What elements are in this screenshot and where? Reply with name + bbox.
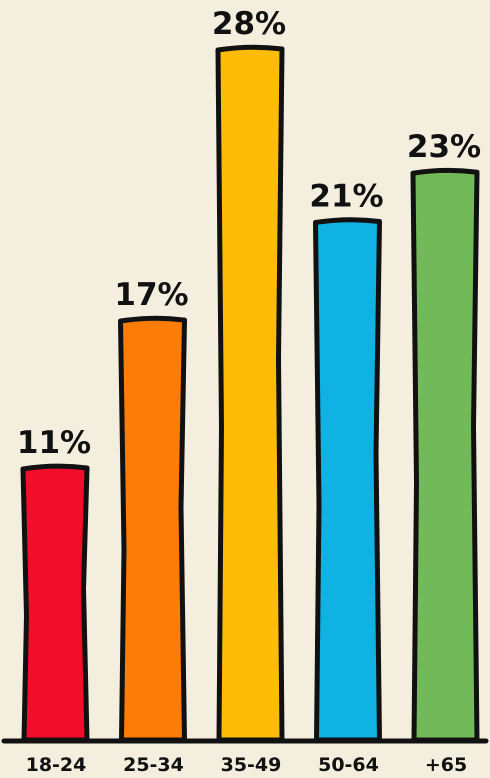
category-label-25-34: 25-34 [123, 754, 184, 776]
value-label-35-49: 28% [212, 6, 286, 42]
bars-group [20, 44, 480, 743]
value-label-50-64: 21% [309, 179, 383, 215]
bar-65 [410, 167, 480, 743]
bar-18-24 [20, 463, 90, 743]
value-label-65: 23% [407, 129, 481, 165]
category-label-35-49: 35-49 [221, 754, 282, 776]
category-label-18-24: 18-24 [26, 754, 87, 776]
value-label-25-34: 17% [114, 277, 188, 313]
value-label-18-24: 11% [17, 425, 91, 461]
value-labels-group: 11% 17% 28% 21% 23% [17, 6, 481, 461]
category-label-65: +65 [425, 754, 467, 776]
bar-25-34 [118, 315, 187, 743]
bar-35-49 [215, 44, 285, 743]
bar-50-64 [313, 217, 382, 743]
category-labels-group: 18-24 25-34 35-49 50-64 +65 [26, 754, 468, 776]
category-label-50-64: 50-64 [318, 754, 379, 776]
